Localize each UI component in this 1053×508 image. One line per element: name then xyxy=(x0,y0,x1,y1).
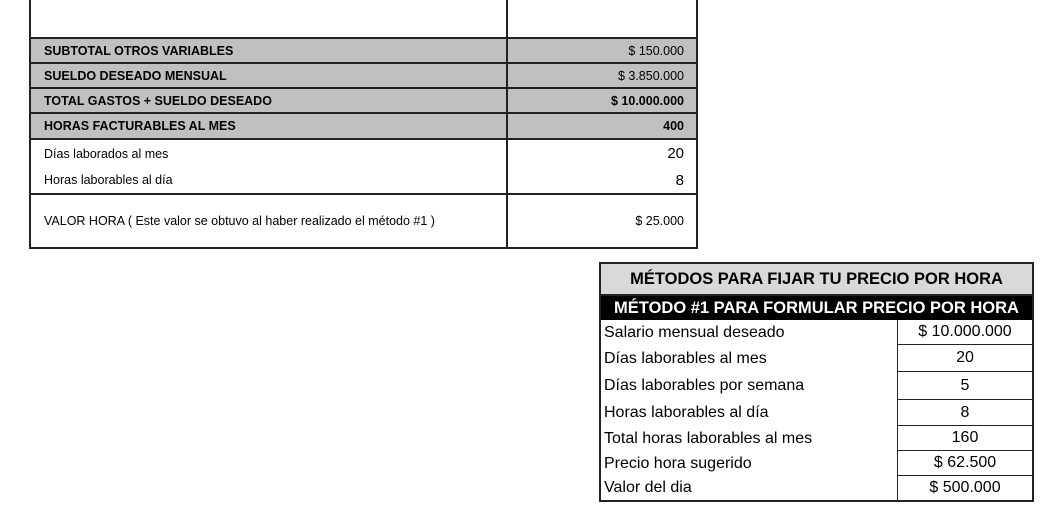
row-label[interactable]: SUELDO DESEADO MENSUAL xyxy=(31,64,508,87)
row-label[interactable]: HORAS FACTURABLES AL MES xyxy=(31,114,508,138)
row-label[interactable]: VALOR HORA ( Este valor se obtuvo al hab… xyxy=(31,195,508,247)
row-value[interactable]: 160 xyxy=(898,426,1032,451)
table-row: Días laborados al mes 20 xyxy=(31,140,696,167)
blank-row xyxy=(31,0,696,39)
table-row: Horas laborables al día 8 xyxy=(31,167,696,195)
row-label[interactable]: Días laborables por semana xyxy=(601,372,898,400)
row-value[interactable]: $ 62.500 xyxy=(898,451,1032,476)
row-label[interactable]: Valor del dia xyxy=(601,476,898,500)
table-title: MÉTODOS PARA FIJAR TU PRECIO POR HORA xyxy=(601,264,1032,296)
hourly-value-table: SUBTOTAL OTROS VARIABLES $ 150.000 SUELDO… xyxy=(29,0,698,249)
table-row: Horas laborables al día 8 xyxy=(601,400,1032,426)
table-row: Total horas laborables al mes 160 xyxy=(601,426,1032,451)
row-value[interactable]: $ 10.000.000 xyxy=(611,93,684,108)
row-label[interactable]: Horas laborables al día xyxy=(601,400,898,426)
row-value[interactable]: 8 xyxy=(675,171,684,189)
table-row: Días laborables al mes 20 xyxy=(601,345,1032,372)
row-label[interactable]: Días laborables al mes xyxy=(601,345,898,372)
row-value[interactable]: $ 25.000 xyxy=(635,214,684,228)
row-label[interactable]: Horas laborables al día xyxy=(31,167,508,193)
row-value[interactable]: 20 xyxy=(898,345,1032,372)
table-subtitle: MÉTODO #1 PARA FORMULAR PRECIO POR HORA xyxy=(601,296,1032,320)
table-row: HORAS FACTURABLES AL MES 400 xyxy=(31,114,696,140)
table-row: Precio hora sugerido $ 62.500 xyxy=(601,451,1032,476)
table-row: Días laborables por semana 5 xyxy=(601,372,1032,400)
row-label[interactable]: Total horas laborables al mes xyxy=(601,426,898,451)
row-value[interactable]: 400 xyxy=(663,119,684,133)
row-value[interactable]: 20 xyxy=(667,145,684,162)
pricing-method-table: MÉTODOS PARA FIJAR TU PRECIO POR HORA MÉ… xyxy=(599,262,1034,502)
cell[interactable] xyxy=(508,0,696,37)
row-label[interactable]: TOTAL GASTOS + SUELDO DESEADO xyxy=(31,89,508,112)
row-value[interactable]: $ 150.000 xyxy=(628,43,684,58)
table-row: Valor del dia $ 500.000 xyxy=(601,476,1032,500)
table-row: SUELDO DESEADO MENSUAL $ 3.850.000 xyxy=(31,64,696,89)
row-label[interactable]: Días laborados al mes xyxy=(31,140,508,167)
row-value[interactable]: $ 500.000 xyxy=(929,479,1001,496)
row-value[interactable]: 8 xyxy=(898,400,1032,426)
table-row: TOTAL GASTOS + SUELDO DESEADO $ 10.000.00… xyxy=(31,89,696,114)
table-row: SUBTOTAL OTROS VARIABLES $ 150.000 xyxy=(31,39,696,64)
row-label[interactable]: Precio hora sugerido xyxy=(601,451,898,476)
row-label[interactable]: SUBTOTAL OTROS VARIABLES xyxy=(31,39,508,62)
row-value[interactable]: $ 3.850.000 xyxy=(617,68,684,83)
row-label[interactable]: Salario mensual deseado xyxy=(601,320,898,345)
cell[interactable] xyxy=(31,0,508,37)
table-row: VALOR HORA ( Este valor se obtuvo al hab… xyxy=(31,195,696,247)
table-row: Salario mensual deseado $ 10.000.000 xyxy=(601,320,1032,345)
row-value[interactable]: 5 xyxy=(898,372,1032,400)
row-value[interactable]: $ 10.000.000 xyxy=(898,320,1032,345)
